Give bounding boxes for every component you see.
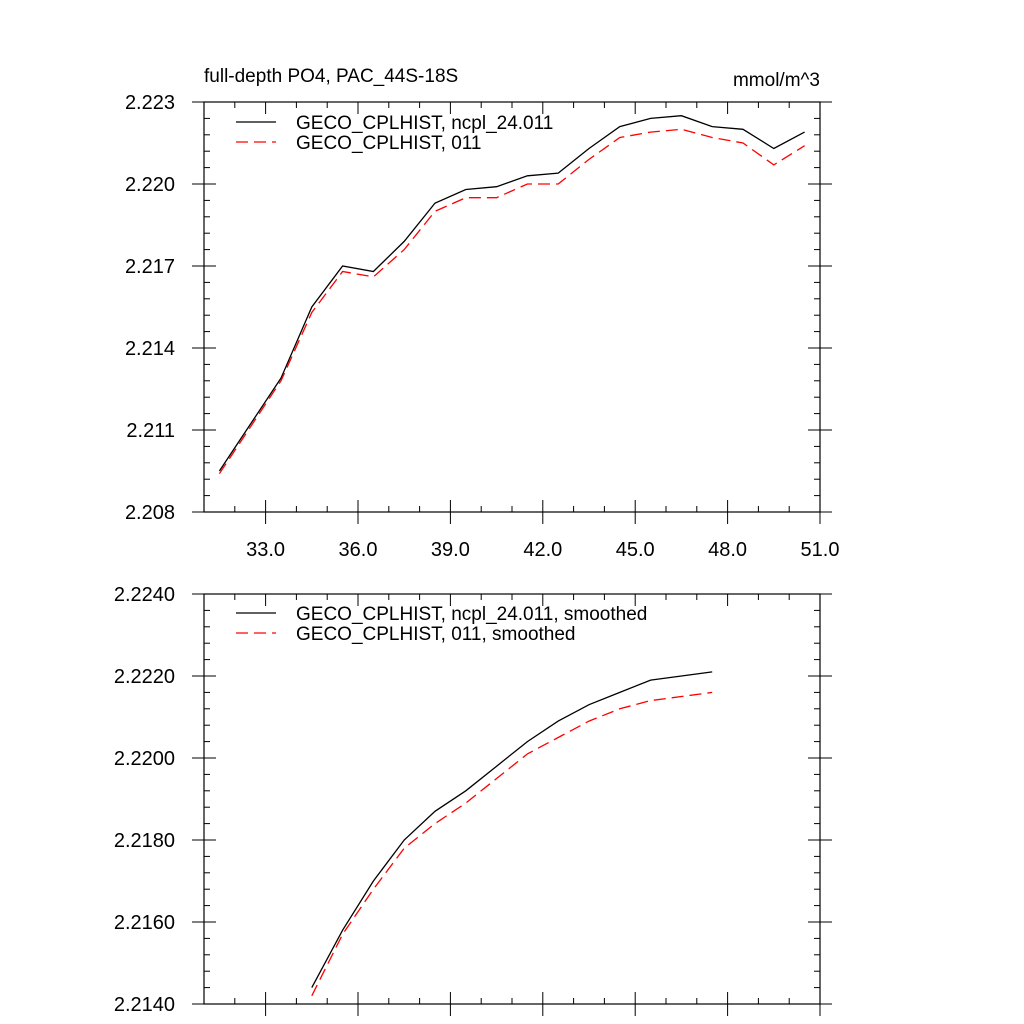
bottom-legend-label-1: GECO_CPLHIST, ncpl_24.011, smoothed [296,604,647,625]
top-x-tick-label: 42.0 [523,539,562,561]
top-y-tick-label: 2.208 [125,502,175,524]
bottom-series-line-1 [311,671,713,988]
chart-title: full-depth PO4, PAC_44S-18S [204,66,458,87]
top-y-tick-label: 2.211 [126,420,175,442]
top-x-tick-label: 33.0 [246,539,285,561]
top-y-tick-label: 2.214 [125,338,175,360]
top-x-tick-label: 51.0 [801,539,840,561]
top-y-tick-label: 2.217 [125,256,175,278]
top-series-line-2 [218,128,805,475]
panel-top: 33.0 36.0 39.0 42.0 45.0 48.0 51.0 2.208 2.211 2.… [125,92,840,561]
bottom-y-tick-label: 2.2200 [114,748,175,770]
bottom-y-tick-label: 2.2180 [114,830,175,852]
top-x-tick-label: 36.0 [339,539,378,561]
top-series-line-1 [218,115,805,472]
bottom-legend-label-2: GECO_CPLHIST, 011, smoothed [296,624,576,645]
top-x-tick-label: 39.0 [431,539,470,561]
panel-bottom: 2.2140 2.2160 2.2180 2.2200 2.2220 2.2240 GECO… [114,584,832,1016]
bottom-y-tick-label: 2.2160 [114,912,175,934]
bottom-y-tick-label: 2.2240 [114,584,175,606]
top-y-tick-label: 2.223 [125,92,175,114]
top-legend-label-2: GECO_CPLHIST, 011 [296,133,482,154]
bottom-y-tick-label: 2.2220 [114,666,175,688]
top-x-tick-label: 45.0 [616,539,655,561]
top-x-tick-label: 48.0 [708,539,747,561]
top-legend-label-1: GECO_CPLHIST, ncpl_24.011 [296,113,553,134]
bottom-y-tick-label: 2.2140 [114,994,175,1016]
top-y-tick-label: 2.220 [125,174,175,196]
units-label: mmol/m^3 [733,70,820,91]
bottom-series-line-2 [311,691,713,997]
